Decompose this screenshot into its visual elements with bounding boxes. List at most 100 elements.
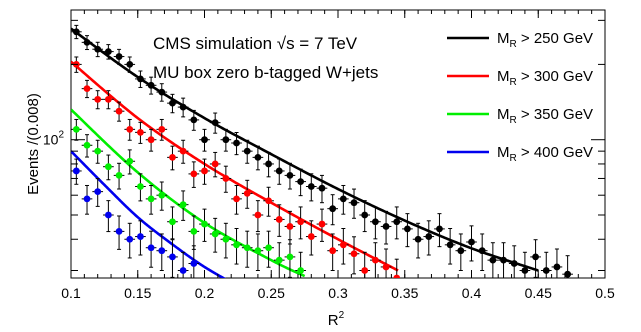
data-point — [124, 118, 136, 141]
marker-series-2 — [169, 153, 176, 161]
legend-label-main: M — [497, 144, 510, 161]
data-point — [348, 188, 360, 219]
marker-series-3 — [275, 256, 283, 264]
data-point — [92, 90, 104, 110]
data-point — [551, 248, 563, 278]
marker-series-4 — [169, 253, 176, 261]
marker-series-4 — [104, 211, 112, 219]
marker-series-2 — [393, 274, 401, 278]
marker-series-1 — [265, 160, 272, 168]
legend-entry-2: MR > 300 GeV — [447, 68, 593, 88]
data-point — [434, 213, 445, 248]
data-point — [188, 161, 200, 188]
marker-series-1 — [564, 270, 572, 278]
data-point — [231, 227, 242, 265]
marker-series-4 — [94, 188, 102, 196]
data-point — [338, 227, 349, 265]
marker-series-3 — [158, 191, 166, 199]
data-point — [263, 186, 274, 217]
marker-series-1 — [211, 119, 219, 127]
data-point — [498, 242, 509, 278]
marker-series-4 — [147, 244, 155, 252]
data-point — [81, 134, 93, 158]
data-point — [380, 248, 392, 278]
legend-label-sub: R — [510, 115, 517, 126]
x-tick-label: 0.4 — [462, 285, 482, 301]
data-point — [466, 225, 477, 262]
marker-series-4 — [179, 267, 187, 274]
marker-series-1 — [393, 218, 401, 226]
x-tick-label: 0.1 — [61, 285, 81, 301]
x-axis: 0.1 0.15 0.2 0.25 0.3 0.35 0.4 0.45 0.5 — [61, 10, 615, 301]
data-point — [145, 230, 157, 268]
data-point — [359, 200, 371, 233]
data-point — [177, 139, 189, 164]
marker-series-1 — [72, 28, 80, 36]
marker-series-1 — [404, 225, 411, 233]
marker-series-1 — [297, 178, 305, 186]
marker-series-2 — [286, 223, 294, 230]
x-tick-label: 0.25 — [258, 285, 285, 301]
y-axis-label: Events /(0.008) — [25, 93, 42, 195]
data-point — [92, 41, 104, 58]
marker-series-2 — [265, 197, 272, 205]
marker-series-3 — [286, 253, 294, 261]
marker-series-3 — [169, 218, 176, 226]
marker-series-4 — [83, 195, 91, 203]
data-point — [156, 233, 168, 272]
data-point — [209, 151, 221, 178]
data-point — [508, 245, 520, 278]
data-point — [92, 178, 104, 207]
legend-entry-3: MR > 350 GeV — [447, 106, 593, 126]
data-point — [103, 90, 114, 110]
legend-label-main: M — [497, 68, 510, 85]
data-point — [135, 70, 146, 88]
marker-series-3 — [94, 147, 102, 155]
marker-series-4 — [72, 167, 80, 175]
marker-series-1 — [510, 260, 518, 267]
marker-series-1 — [147, 81, 155, 89]
marker-series-3 — [126, 157, 134, 165]
fit-curve-series-2 — [71, 60, 399, 272]
data-point — [177, 97, 189, 118]
marker-series-2 — [83, 85, 91, 93]
marker-series-1 — [446, 241, 454, 249]
x-tick-label: 0.2 — [195, 285, 215, 301]
marker-series-2 — [339, 241, 347, 249]
data-point — [145, 128, 157, 152]
chart-title-line-1: CMS simulation √s = 7 TeV — [153, 34, 358, 53]
marker-series-3 — [179, 201, 187, 209]
data-point — [348, 236, 360, 275]
data-point — [284, 210, 296, 245]
legend-label-sub: R — [510, 77, 517, 88]
data-point — [231, 132, 242, 156]
data-point — [295, 206, 306, 240]
marker-series-3 — [201, 220, 208, 228]
marker-series-2 — [275, 216, 283, 223]
data-point — [316, 174, 328, 204]
marker-series-3 — [104, 163, 112, 171]
data-point — [295, 251, 306, 278]
data-point — [273, 204, 285, 237]
legend-entry-1: MR > 250 GeV — [447, 30, 593, 50]
data-point — [71, 118, 82, 141]
marker-series-1 — [104, 48, 112, 56]
legend-label-rest: > 400 GeV — [517, 144, 593, 161]
legend-label-main: M — [497, 30, 510, 47]
marker-series-4 — [158, 247, 166, 255]
y-tick-label-base: 10 — [43, 132, 59, 148]
data-point — [156, 118, 168, 141]
data-point — [370, 242, 381, 278]
x-axis-label: R2 — [328, 310, 345, 329]
chart-title-line-2: MU box zero b-tagged W+jets — [153, 63, 378, 82]
marker-series-2 — [371, 256, 379, 264]
data-point — [199, 128, 210, 152]
data-point — [423, 220, 435, 256]
marker-series-2 — [233, 195, 240, 203]
data-point — [295, 168, 306, 197]
data-point — [167, 93, 178, 114]
marker-series-1 — [179, 103, 187, 111]
data-point — [220, 165, 232, 193]
marker-series-2 — [254, 211, 262, 219]
data-point — [252, 233, 264, 272]
